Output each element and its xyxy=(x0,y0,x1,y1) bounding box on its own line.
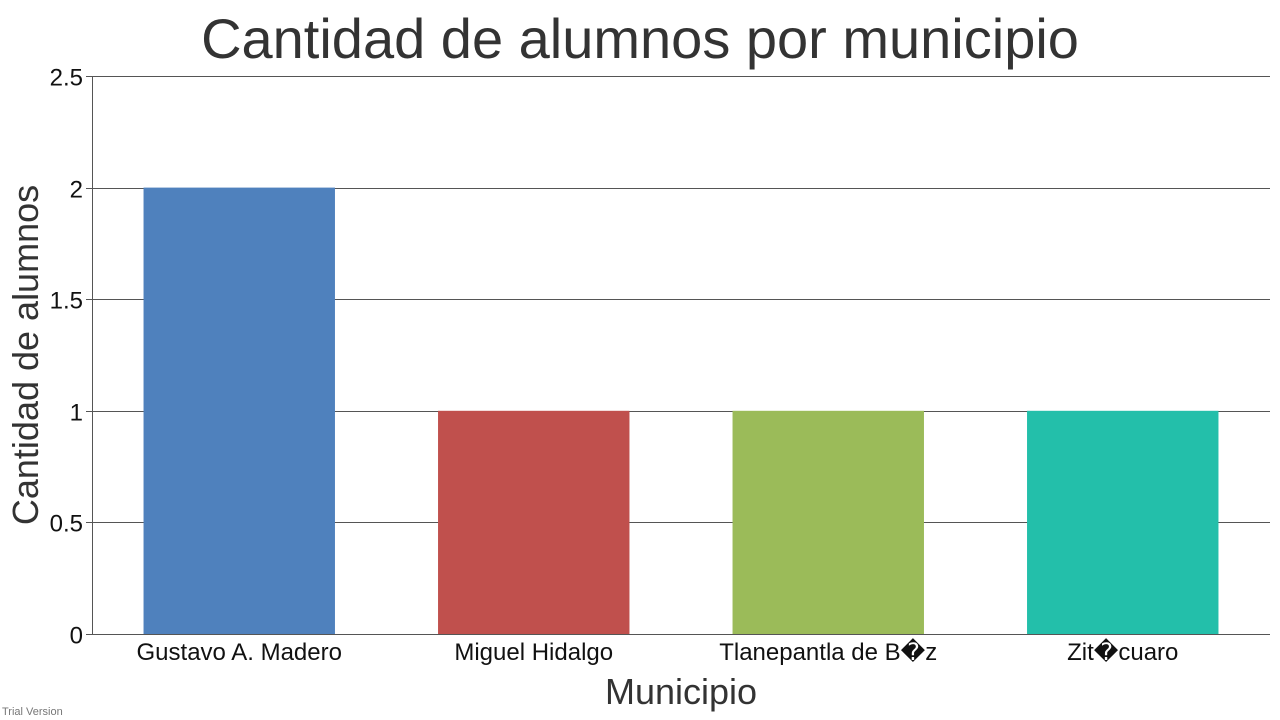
x-axis-title: Municipio xyxy=(605,671,757,712)
y-tick-label: 0.5 xyxy=(50,511,83,538)
x-axis-categories: Gustavo A. Madero Miguel Hidalgo Tlanepant… xyxy=(137,638,1179,666)
bars xyxy=(143,187,1219,634)
x-category-label: Tlanepantla de B�z xyxy=(719,638,937,666)
chart-title: Cantidad de alumnos por municipio xyxy=(201,7,1079,70)
x-category-label: Gustavo A. Madero xyxy=(137,639,342,666)
bar xyxy=(143,187,335,634)
y-axis-ticks: 0 0.5 1 1.5 2 2.5 xyxy=(50,65,83,650)
bar xyxy=(438,410,630,634)
bar xyxy=(732,410,924,634)
watermark: Trial Version xyxy=(2,706,63,718)
bar xyxy=(1027,410,1219,634)
x-category-label: Zit�cuaro xyxy=(1067,638,1178,666)
y-axis-title: Cantidad de alumnos xyxy=(5,185,46,525)
x-category-label: Miguel Hidalgo xyxy=(454,639,613,666)
y-tick-label: 2.5 xyxy=(50,65,83,92)
y-tick-label: 1 xyxy=(70,400,83,427)
y-tick-label: 2 xyxy=(70,177,83,204)
y-tick-label: 0 xyxy=(70,623,83,650)
y-tick-label: 1.5 xyxy=(50,288,83,315)
